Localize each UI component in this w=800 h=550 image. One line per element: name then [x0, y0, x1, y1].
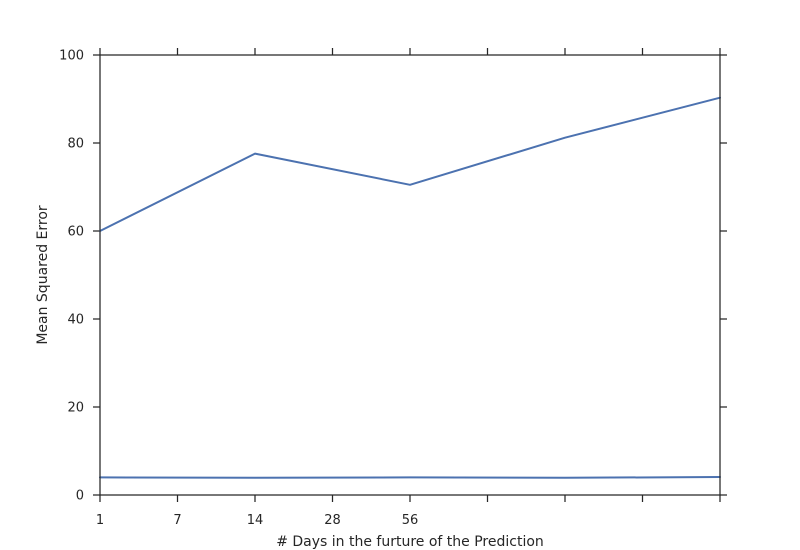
y-tick-label: 40	[67, 313, 84, 328]
x-tick-label: 7	[173, 513, 181, 528]
plot-frame	[99, 54, 721, 496]
x-axis-label: # Days in the furture of the Prediction	[276, 534, 544, 550]
series-line-1	[99, 96, 721, 232]
x-tick-label: 14	[247, 513, 264, 528]
y-tick-label: 0	[76, 489, 84, 504]
y-tick-label: 80	[67, 137, 84, 152]
y-tick-label: 60	[67, 225, 84, 240]
x-tick-label: 28	[324, 513, 341, 528]
y-tick-label: 20	[67, 401, 84, 416]
series-layer	[99, 96, 721, 479]
tick-labels: 1 7 14 28 56 0 20 40 60 80 100	[59, 49, 418, 529]
y-tick-label: 100	[59, 49, 84, 64]
series-line-2	[99, 476, 721, 479]
x-tick-label: 1	[96, 513, 104, 528]
y-axis-label: Mean Squared Error	[35, 205, 51, 345]
axis-ticks	[93, 48, 727, 502]
x-tick-label: 56	[402, 513, 419, 528]
